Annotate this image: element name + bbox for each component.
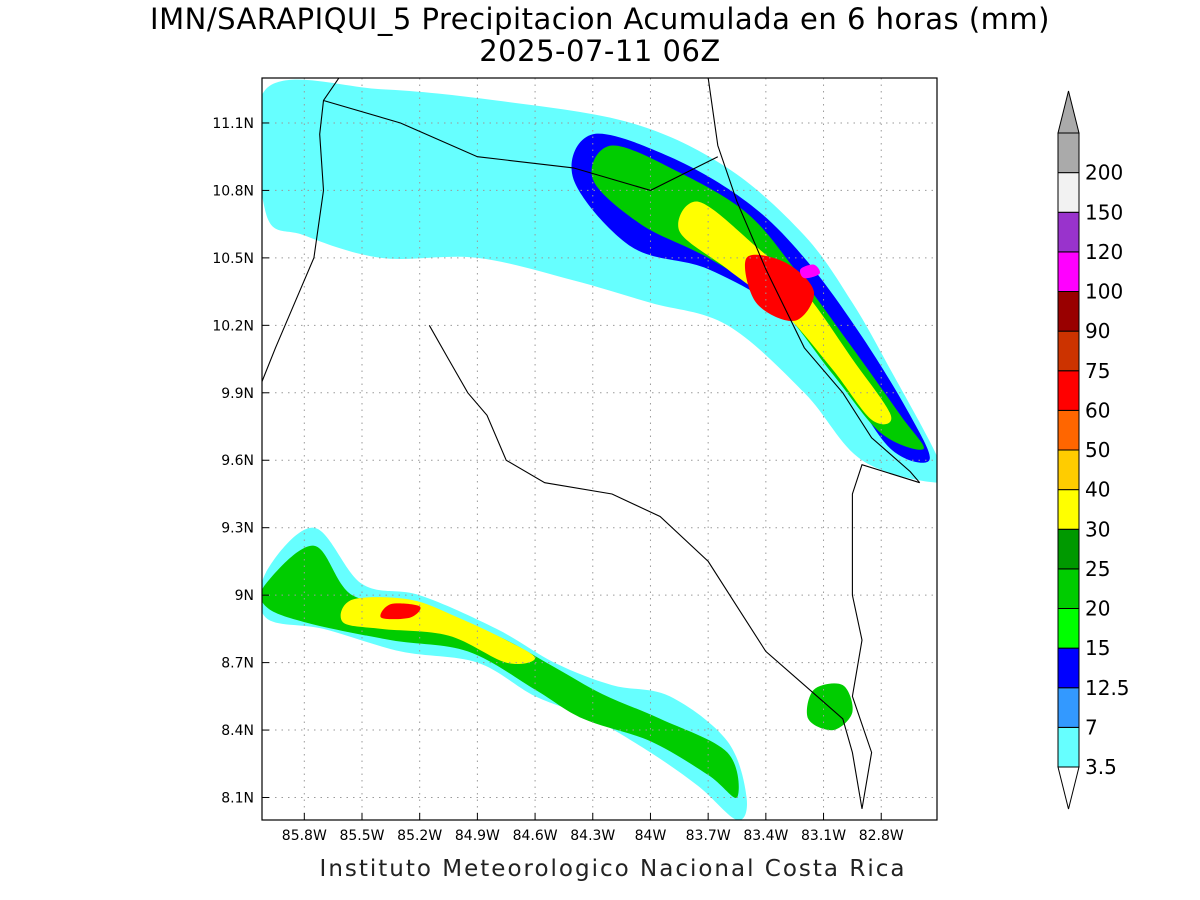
colorbar-label: 200 (1085, 161, 1123, 185)
lat-tick-label: 11.1N (212, 116, 254, 132)
colorbar-label: 60 (1085, 398, 1110, 422)
colorbar-swatch (1057, 330, 1080, 372)
colorbar-swatch (1057, 568, 1080, 609)
coastline-pacific-north-coast (262, 78, 340, 382)
colorbar-label: 50 (1085, 438, 1110, 462)
lat-tick-label: 10.8N (212, 183, 254, 199)
lat-tick-label: 10.2N (212, 318, 254, 334)
colorbar-swatch (1057, 370, 1080, 411)
coastline-caribbean-coast (707, 78, 921, 484)
colorbar-swatch (1057, 211, 1080, 253)
colorbar-label: 100 (1085, 280, 1123, 304)
lat-tick-label: 9.6N (221, 453, 254, 469)
precip-area-north-red-core (744, 254, 815, 322)
coastline-nicaragua-border (323, 99, 719, 191)
colorbar-swatch (1057, 291, 1080, 332)
institution-credit: Instituto Meteorologico Nacional Costa R… (319, 856, 907, 882)
axis-ticks: 85.8W 85.5W 85.2W 84.9W 84.6W 84.3W 84W 83.7W 83… (212, 116, 904, 844)
colorbar-swatch (1057, 608, 1080, 649)
colorbar-swatch (1057, 132, 1080, 174)
lon-tick-label: 85.8W (282, 828, 327, 844)
colorbar-label: 7 (1085, 715, 1098, 739)
colorbar-swatch (1057, 647, 1080, 689)
colorbar-label: 40 (1085, 478, 1110, 502)
colorbar-min-triangle (1057, 766, 1080, 810)
colorbar-swatch (1057, 489, 1080, 530)
colorbar: 3.5 7 12.5 15 20 25 30 40 50 60 75 90 100 120 150 200 (1057, 90, 1130, 810)
colorbar-swatch (1057, 172, 1080, 213)
colorbar-label: 25 (1085, 557, 1110, 581)
lon-tick-label: 85.5W (339, 828, 384, 844)
precipitation-fields (262, 79, 937, 820)
colorbar-swatch (1057, 251, 1080, 292)
lat-tick-label: 9.9N (221, 386, 254, 402)
lon-tick-label: 83.4W (743, 828, 788, 844)
colorbar-label: 90 (1085, 319, 1110, 343)
precip-area-south-red-core (380, 603, 421, 620)
lon-tick-label: 84.6W (513, 828, 558, 844)
colorbar-swatch (1057, 409, 1080, 451)
lon-tick-label: 84.3W (570, 828, 615, 844)
coastline-panama-border (851, 464, 920, 809)
colorbar-max-triangle (1057, 90, 1080, 134)
colorbar-label: 15 (1085, 636, 1110, 660)
colorbar-label: 30 (1085, 517, 1110, 541)
colorbar-label: 20 (1085, 597, 1110, 621)
lon-tick-label: 84W (635, 828, 667, 844)
colorbar-label: 75 (1085, 359, 1110, 383)
colorbar-swatch (1057, 687, 1080, 728)
colorbar-label: 3.5 (1085, 755, 1117, 779)
lat-tick-label: 10.5N (212, 251, 254, 267)
colorbar-swatch (1057, 726, 1080, 768)
colorbar-swatch (1057, 449, 1080, 491)
lat-lon-grid (262, 78, 937, 820)
colorbar-label: 120 (1085, 240, 1123, 264)
colorbar-swatch (1057, 528, 1080, 570)
lon-tick-label: 85.2W (397, 828, 442, 844)
lon-tick-label: 83.1W (801, 828, 846, 844)
plot-frame (261, 77, 938, 821)
lat-tick-label: 9N (235, 588, 254, 604)
lat-tick-label: 8.7N (221, 656, 254, 672)
lon-tick-label: 84.9W (455, 828, 500, 844)
lat-tick-label: 8.1N (221, 791, 254, 807)
lat-tick-label: 8.4N (221, 723, 254, 739)
lon-tick-label: 82.8W (859, 828, 904, 844)
map-timestamp: 2025-07-11 06Z (479, 34, 721, 68)
colorbar-label: 150 (1085, 200, 1123, 224)
lat-tick-label: 9.3N (221, 521, 254, 537)
map-title: IMN/SARAPIQUI_5 Precipitacion Acumulada … (150, 2, 1050, 36)
colorbar-label: 12.5 (1085, 676, 1130, 700)
lon-tick-label: 83.7W (686, 828, 731, 844)
precip-area-north-magenta-spot (799, 264, 821, 279)
coastlines-and-borders (262, 78, 921, 809)
precip-area-northern-caribbean-band (262, 79, 937, 483)
coastline-nicoya-gulf-coast (428, 325, 863, 809)
